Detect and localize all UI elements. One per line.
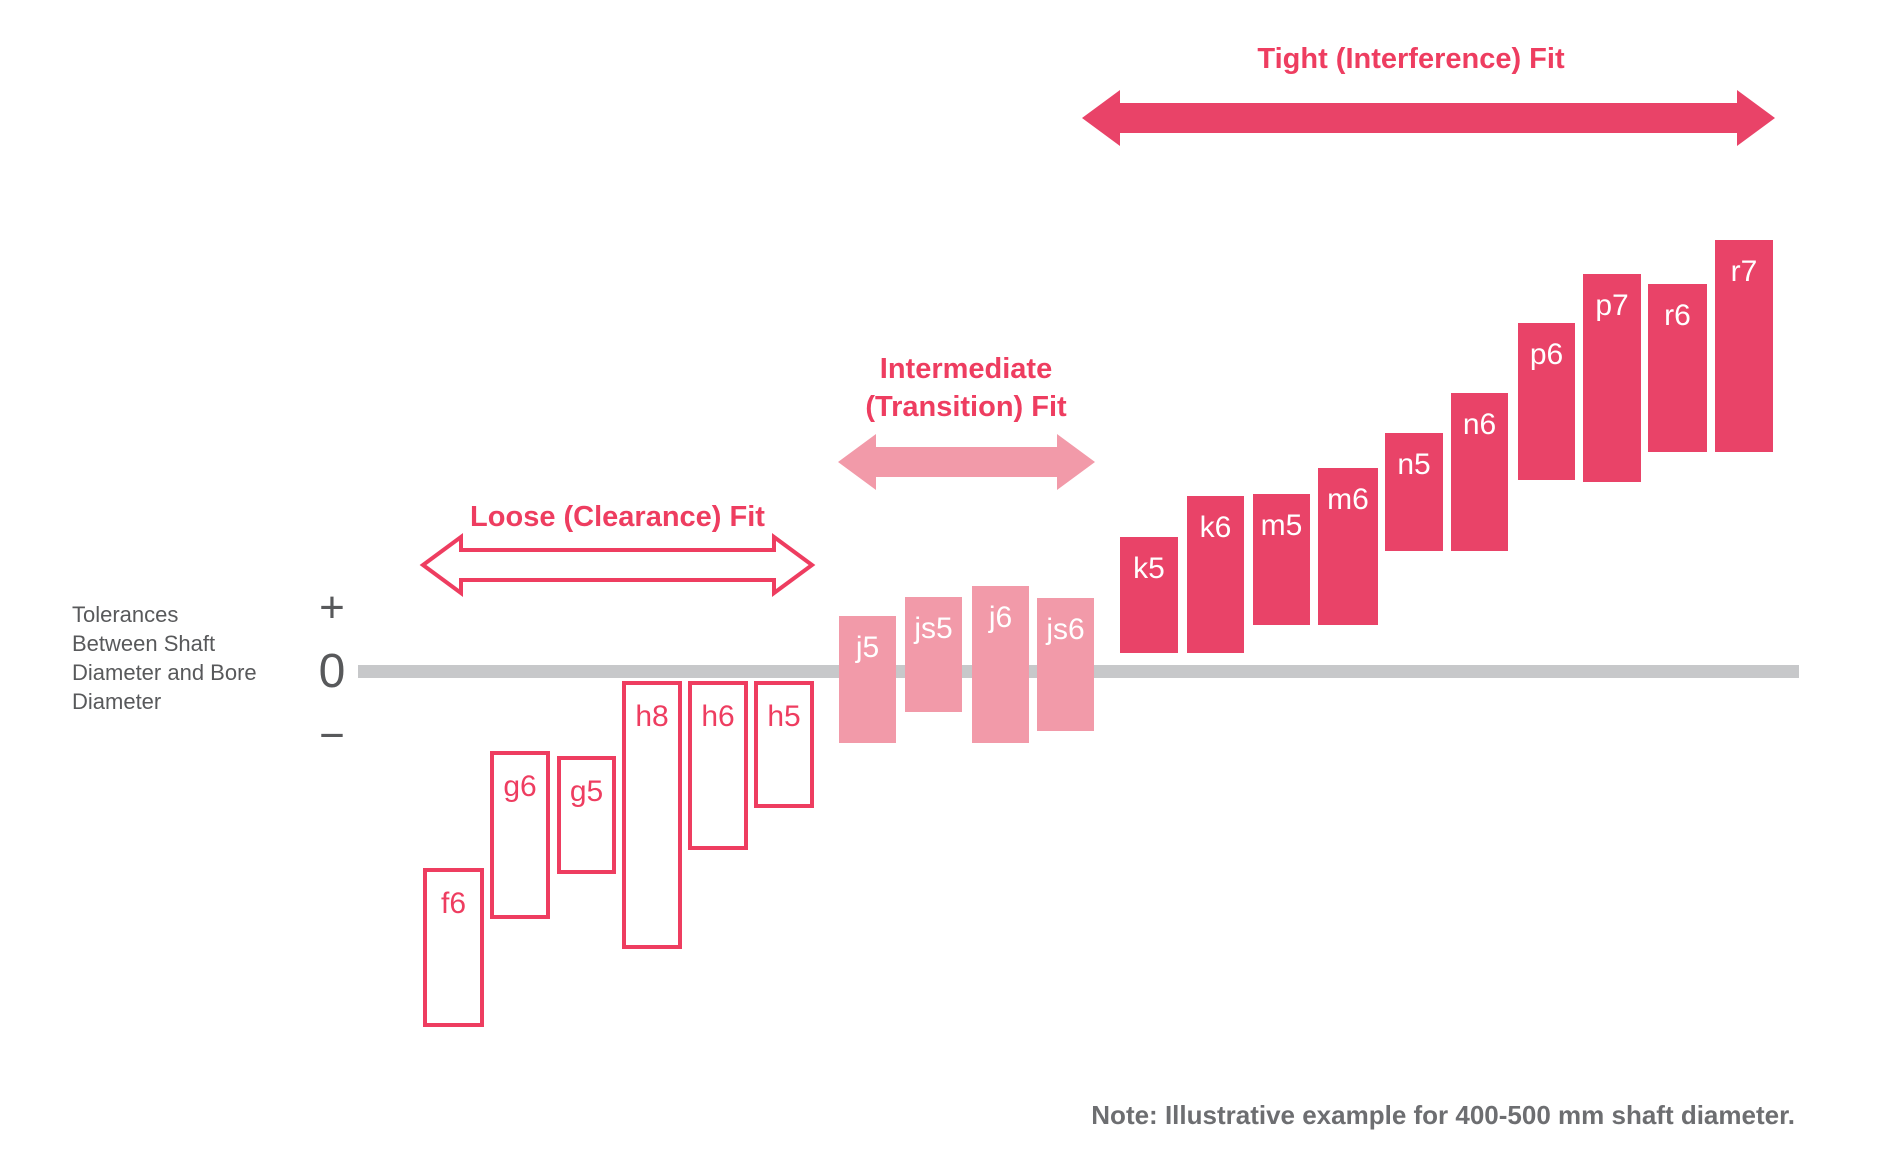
loose-fit-arrow-icon	[419, 533, 816, 597]
bar-label: g6	[503, 770, 537, 803]
axis-plus-symbol: +	[319, 583, 345, 632]
axis-caption-line: Diameter	[72, 689, 162, 714]
bar-label: h6	[701, 700, 735, 733]
bar-f6: f6	[423, 868, 484, 1027]
axis-caption-line: Diameter and Bore	[72, 660, 257, 685]
bar-r7: r7	[1715, 240, 1773, 452]
bar-n5: n5	[1385, 433, 1443, 551]
bar-label: r7	[1730, 255, 1758, 288]
bar-label: r6	[1664, 299, 1691, 332]
loose-fit-title: Loose (Clearance) Fit	[470, 501, 765, 533]
axis-zero-symbol: 0	[318, 645, 346, 698]
bar-h6: h6	[688, 681, 748, 850]
bar-label: n6	[1462, 408, 1497, 441]
note-text: Note: Illustrative example for 400-500 m…	[1091, 1100, 1795, 1130]
bar-j5: j5	[839, 616, 896, 743]
bar-js6: js6	[1037, 598, 1094, 731]
bar-label: js6	[1046, 613, 1085, 646]
bar-label: p6	[1529, 338, 1564, 371]
bar-h8: h8	[622, 681, 682, 949]
bar-label: js5	[914, 612, 953, 645]
bar-label: p7	[1595, 289, 1629, 322]
bar-label: n5	[1397, 448, 1431, 481]
bar-k6: k6	[1187, 496, 1244, 653]
bar-m6: m6	[1318, 468, 1378, 625]
bar-k5: k5	[1120, 537, 1178, 653]
bar-j6: j6	[972, 586, 1029, 743]
axis-minus-symbol: −	[319, 711, 345, 760]
bar-r6: r6	[1648, 284, 1707, 452]
bar-g6: g6	[490, 751, 550, 919]
bar-p7: p7	[1583, 274, 1641, 482]
bar-js5: js5	[905, 597, 962, 712]
bar-label: k6	[1199, 511, 1232, 544]
bar-label: k5	[1133, 552, 1165, 585]
bar-label: h8	[635, 700, 669, 733]
bar-h5: h5	[754, 681, 814, 808]
axis-caption-line: Tolerances	[72, 602, 179, 627]
intermediate-fit-title-line1: Intermediate	[879, 353, 1053, 385]
bar-label: g5	[569, 775, 604, 808]
axis-caption: Tolerances Between Shaft Diameter and Bo…	[72, 600, 322, 716]
tight-fit-arrow-icon	[1082, 90, 1775, 146]
intermediate-fit-arrow-icon	[838, 434, 1095, 490]
bar-label: h5	[767, 700, 801, 733]
axis-caption-line: Between Shaft	[72, 631, 216, 656]
bar-label: j6	[988, 601, 1013, 634]
bar-label: m6	[1327, 483, 1369, 516]
intermediate-fit-title: Intermediate (Transition) Fit	[820, 350, 1112, 426]
bar-label: f6	[440, 887, 467, 920]
tight-fit-title: Tight (Interference) Fit	[1257, 43, 1565, 75]
intermediate-fit-title-line2: (Transition) Fit	[865, 391, 1067, 423]
bar-n6: n6	[1451, 393, 1508, 551]
bar-m5: m5	[1253, 494, 1310, 625]
bar-label: j5	[855, 631, 880, 664]
bar-g5: g5	[557, 756, 616, 874]
bar-p6: p6	[1518, 323, 1575, 480]
bar-label: m5	[1260, 509, 1303, 542]
